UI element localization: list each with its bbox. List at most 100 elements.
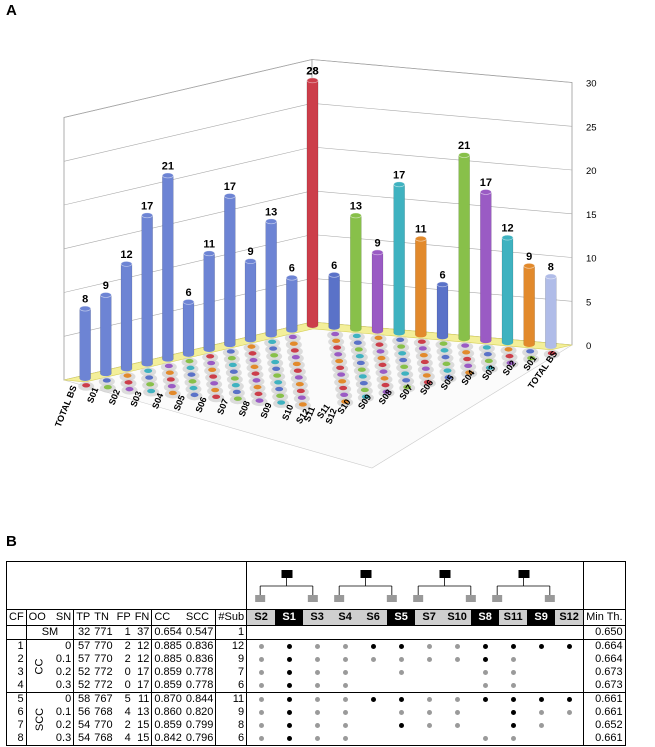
cell-disc <box>379 369 388 374</box>
cell-disc <box>442 361 451 367</box>
cell-disc <box>251 371 260 376</box>
cell-disc <box>333 345 342 350</box>
cluster-center-marker <box>281 570 293 578</box>
col-header: CF <box>6 609 27 626</box>
membership-cell <box>246 706 276 719</box>
left-total-bar <box>182 301 195 355</box>
cell-disc <box>418 346 427 351</box>
col-header: OO <box>25 609 54 626</box>
membership-cell <box>331 639 360 653</box>
cell-disc <box>289 341 298 346</box>
membership-cell <box>499 666 527 679</box>
table-cell: 0.870 <box>151 692 184 706</box>
subject-header: S7 <box>415 609 444 626</box>
member-dot-icon <box>342 644 348 649</box>
cell-disc <box>232 389 241 395</box>
table-cell: 0.844 <box>183 692 216 706</box>
membership-cell <box>303 639 332 653</box>
group-label-cell: SCC <box>25 692 54 746</box>
right-total-bar-top <box>393 181 405 188</box>
table-cell: 0.820 <box>185 706 214 718</box>
selected-dot-icon <box>286 723 292 728</box>
table-cell: 6 <box>215 732 247 746</box>
left-total-label: 17 <box>224 181 236 193</box>
membership-cell <box>246 653 276 666</box>
left-total-bar-top <box>224 193 236 199</box>
left-total-bar-base <box>265 332 277 338</box>
right-total-bar <box>545 276 557 347</box>
cell-disc <box>226 349 235 354</box>
right-total-bar <box>306 80 319 326</box>
cell-disc <box>147 388 156 394</box>
membership-cell <box>331 706 359 719</box>
table-cell: 15 <box>137 719 150 731</box>
cluster-center-marker <box>360 570 372 578</box>
selected-dot-icon <box>482 697 488 702</box>
table-cell: 0.661 <box>583 706 626 719</box>
membership-cell <box>527 719 555 732</box>
cell-disc <box>248 351 257 356</box>
col-header: CC <box>151 609 184 626</box>
cell-disc <box>377 355 386 361</box>
left-total-bar <box>100 294 112 374</box>
left-total-bar <box>224 195 236 345</box>
cell-disc <box>382 389 391 395</box>
cluster-member-marker <box>465 595 476 602</box>
left-total-bar-base <box>141 361 153 367</box>
table-cell: 768 <box>92 732 115 746</box>
left-total-label: 11 <box>203 238 215 250</box>
member-dot-icon <box>342 736 348 741</box>
cell-disc <box>375 342 384 347</box>
member-dot-icon <box>426 644 432 649</box>
right-total-bar-base <box>480 338 492 344</box>
member-dot-icon <box>342 710 348 715</box>
member-dot-icon <box>454 697 460 702</box>
cell-disc <box>103 385 112 390</box>
table-cell: 0.885 <box>151 639 184 653</box>
membership-cell <box>527 706 555 719</box>
data-row: 2 0.1 57 770 2 12 0.885 0.836 9 0.664 <box>6 653 626 666</box>
left-total-bar-base <box>245 337 256 343</box>
membership-cell <box>275 679 303 693</box>
cell-disc <box>144 368 153 373</box>
z-tick-label: 25 <box>586 122 597 133</box>
table-cell: 1 <box>215 625 247 640</box>
cell-disc <box>296 388 305 394</box>
table-cell: 0.1 <box>55 653 72 665</box>
right-total-bar-top <box>545 273 557 280</box>
cell-disc <box>187 372 196 377</box>
left-total-bar-top <box>120 261 133 267</box>
cell-disc <box>336 365 345 370</box>
table-cell: 0.547 <box>183 625 216 640</box>
cell-disc <box>440 348 449 353</box>
data-row: 7 0.2 54 770 2 15 0.859 0.799 8 0.652 <box>6 719 626 732</box>
left-total-label: 9 <box>103 280 109 292</box>
cell-disc <box>288 334 297 340</box>
table-cell: 0.859 <box>151 679 184 693</box>
selected-dot-icon <box>370 697 376 702</box>
cell-disc <box>422 373 431 378</box>
cell-disc <box>441 354 450 360</box>
data-row: 3 0.2 52 772 0 17 0.859 0.778 7 0.673 <box>6 666 626 679</box>
table-cell: 6 <box>6 706 27 719</box>
table-cell: 0.799 <box>185 719 214 731</box>
membership-cell <box>527 653 555 666</box>
selected-dot-icon <box>398 697 404 702</box>
left-total-bar <box>141 215 153 365</box>
cell-disc <box>228 362 237 368</box>
membership-cell <box>246 719 276 732</box>
right-total-label: 6 <box>439 269 445 281</box>
header-row: CF OO SN TP TN FP FN CC SCC #Sub S2 S1 S3 S4 S6 S5 S7 S10… <box>6 609 626 626</box>
right-total-bar-base <box>393 330 405 336</box>
selected-dot-icon <box>286 697 292 702</box>
right-total-label: 9 <box>374 237 380 249</box>
right-total-bar <box>458 154 470 339</box>
table-cell: 52 <box>73 679 93 693</box>
right-axis-label: TOTAL BS <box>53 384 79 429</box>
table-cell: 0.673 <box>583 679 626 693</box>
right-total-bar-base <box>545 343 557 349</box>
membership-cell <box>303 719 331 732</box>
cell-disc <box>400 364 409 369</box>
left-total-bar-top <box>162 172 174 179</box>
membership-cell <box>527 666 555 679</box>
